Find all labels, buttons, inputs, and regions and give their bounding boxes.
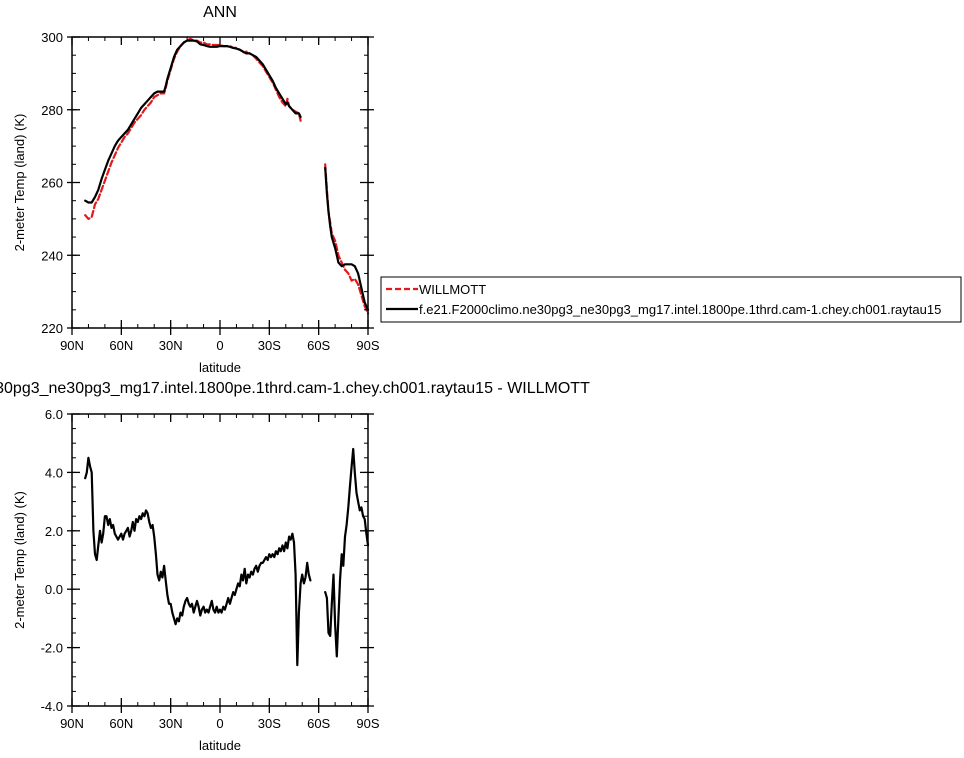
legend-box [380,276,962,323]
x-tick-label: 30N [159,716,183,731]
series-1-line-segment-0 [84,39,302,204]
plot-frame [71,413,369,707]
x-tick-label: 30S [258,716,281,731]
y-tick-label: 0.0 [45,582,63,597]
series-0-line-segment-1 [324,447,370,658]
series-0-line-segment-0 [84,456,312,667]
x-tick-label: 30N [159,338,183,353]
y-tick-label: 280 [41,103,63,118]
top-y-axis-label: 2-meter Temp (land) (K) [12,114,27,252]
bottom-y-axis-label: 2-meter Temp (land) (K) [12,491,27,629]
bottom-x-axis-label: latitude [199,738,241,753]
bottom-panel-difference: f.e21.F2000climo.ne30pg3_ne30pg3_mg17.in… [0,380,590,753]
series-1-line-segment-1 [324,166,370,311]
x-tick-label: 60S [307,338,330,353]
x-tick-label: 90S [356,716,379,731]
series-0-line-segment-0 [84,37,302,220]
x-tick-label: 90N [60,716,84,731]
plot-frame [71,36,369,329]
legend-entry-1: f.e21.F2000climo.ne30pg3_ne30pg3_mg17.in… [419,302,941,317]
y-tick-label: 240 [41,248,63,263]
x-tick-label: 60N [109,716,133,731]
y-tick-label: 4.0 [45,465,63,480]
x-tick-label: 90S [356,338,379,353]
bottom-chart-title: f.e21.F2000climo.ne30pg3_ne30pg3_mg17.in… [0,380,590,397]
legend: WILLMOTT f.e21.F2000climo.ne30pg3_ne30pg3… [380,276,962,323]
y-tick-label: -2.0 [41,641,63,656]
x-tick-label: 30S [258,338,281,353]
y-tick-label: 220 [41,321,63,336]
x-tick-label: 60S [307,716,330,731]
x-tick-label: 90N [60,338,84,353]
x-tick-label: 60N [109,338,133,353]
y-tick-label: 300 [41,30,63,45]
x-tick-label: 0 [216,716,223,731]
y-tick-label: 260 [41,176,63,191]
y-tick-label: 6.0 [45,407,63,422]
top-chart-title: ANN [203,4,237,21]
x-tick-label: 0 [216,338,223,353]
y-tick-label: -4.0 [41,699,63,714]
top-panel-temperature: ANN 2-meter Temp (land) (K) latitude 90N… [12,4,380,375]
top-x-axis-label: latitude [199,360,241,375]
y-tick-label: 2.0 [45,524,63,539]
legend-entry-0: WILLMOTT [419,282,486,297]
